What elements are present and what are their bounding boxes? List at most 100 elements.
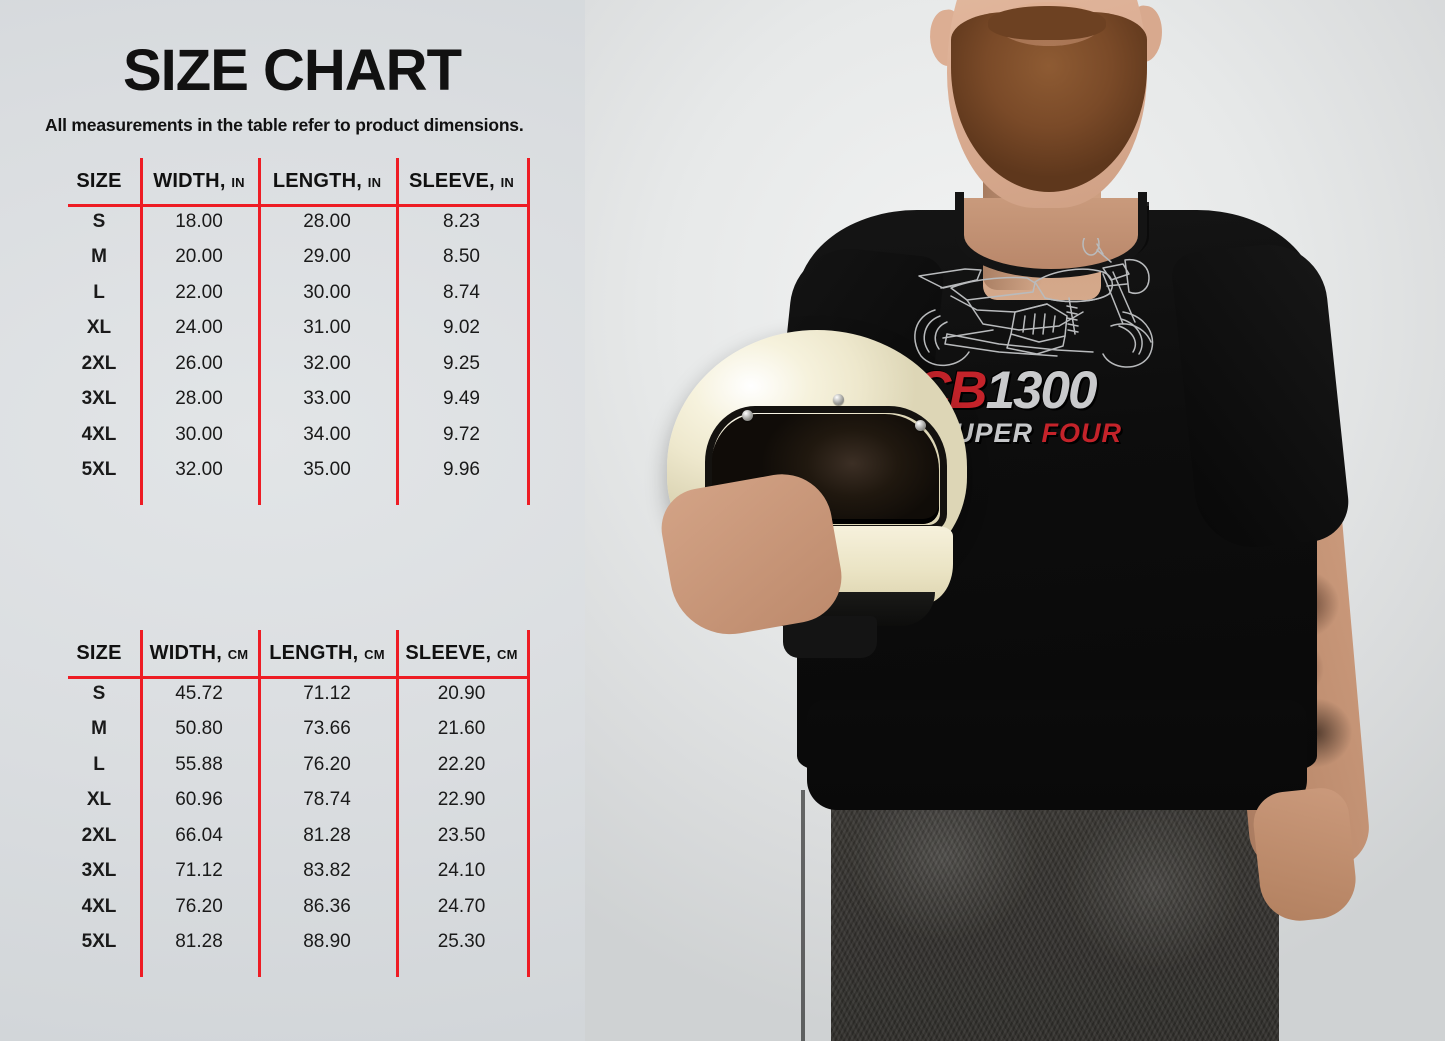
cell-size: L xyxy=(93,281,105,303)
header-rule xyxy=(68,204,528,207)
cell-sleeve: 8.23 xyxy=(443,210,480,232)
column-header-length-label: LENGTH xyxy=(272,169,357,192)
cell-sleeve: 8.50 xyxy=(443,246,480,268)
cell-sleeve: 22.90 xyxy=(437,789,486,811)
table-row: S 45.72 71.12 20.90 xyxy=(58,676,527,712)
cell-size: 2XL xyxy=(81,352,117,374)
column-header-sleeve: SLEEVE, IN xyxy=(396,158,527,204)
photo-content: CB1300 SUPER FOUR xyxy=(585,0,1445,1041)
column-header-length-unit: CM xyxy=(364,646,385,662)
helmet-rivet xyxy=(915,420,926,431)
unit-separator: , xyxy=(489,169,501,192)
cell-size: M xyxy=(91,246,107,268)
cell-sleeve: 25.30 xyxy=(437,931,486,953)
column-header-sleeve-label: SLEEVE xyxy=(408,169,490,192)
column-header-width-label: WIDTH xyxy=(149,641,217,664)
table-row: L 55.88 76.20 22.20 xyxy=(58,747,527,783)
cell-sleeve: 21.60 xyxy=(437,718,486,740)
cell-length: 83.82 xyxy=(303,860,351,882)
cell-size: 4XL xyxy=(81,895,117,917)
table-row: 3XL 71.12 83.82 24.10 xyxy=(58,854,527,890)
page-subtitle: All measurements in the table refer to p… xyxy=(45,115,524,135)
column-rule xyxy=(140,630,143,977)
cell-width: 50.80 xyxy=(175,718,223,740)
column-header-length: LENGTH, IN xyxy=(258,158,396,204)
column-header-size-label: SIZE xyxy=(76,169,122,192)
table-row: 4XL 30.00 34.00 9.72 xyxy=(58,417,527,453)
cell-size: 3XL xyxy=(81,860,117,882)
unit-separator: , xyxy=(352,641,365,664)
cell-width: 20.00 xyxy=(175,246,223,268)
cell-sleeve: 20.90 xyxy=(437,682,486,704)
cell-length: 88.90 xyxy=(303,931,351,953)
cell-width: 66.04 xyxy=(175,824,223,846)
column-header-width: WIDTH, IN xyxy=(140,158,258,204)
cell-size: 2XL xyxy=(81,824,117,846)
wordmark-four: FOUR xyxy=(1041,418,1123,448)
column-header-width-unit: IN xyxy=(231,174,245,190)
cell-length: 34.00 xyxy=(303,423,351,445)
model-mustache xyxy=(988,6,1106,40)
cell-length: 32.00 xyxy=(303,352,351,374)
column-header-length-unit: IN xyxy=(367,174,382,190)
size-table-centimeters: SIZE WIDTH, CM LENGTH, CM SLEEVE, CM S 45… xyxy=(58,630,530,985)
column-rule xyxy=(527,630,530,977)
tshirt-hem xyxy=(807,700,1307,810)
column-rule xyxy=(258,630,261,977)
table-header-row: SIZE WIDTH, CM LENGTH, CM SLEEVE, CM xyxy=(58,630,527,676)
cell-size: 4XL xyxy=(81,423,117,445)
unit-separator: , xyxy=(356,169,368,192)
product-photo: CB1300 SUPER FOUR xyxy=(585,0,1445,1041)
cell-size: M xyxy=(91,718,107,740)
column-rule xyxy=(140,158,143,505)
page-title: SIZE CHART xyxy=(123,38,462,103)
unit-separator: , xyxy=(216,641,228,664)
cell-length: 33.00 xyxy=(303,388,351,410)
cell-width: 22.00 xyxy=(175,281,223,303)
cell-width: 32.00 xyxy=(175,459,223,481)
table-row: 3XL 28.00 33.00 9.49 xyxy=(58,382,527,418)
cell-width: 71.12 xyxy=(175,860,223,882)
table-row: 2XL 26.00 32.00 9.25 xyxy=(58,346,527,382)
table-row: L 22.00 30.00 8.74 xyxy=(58,275,527,311)
cell-size: 3XL xyxy=(81,388,117,410)
cell-sleeve: 9.49 xyxy=(443,388,480,410)
column-rule xyxy=(396,630,399,977)
size-chart-panel: SIZE CHART All measurements in the table… xyxy=(0,0,600,1041)
column-header-sleeve-label: SLEEVE xyxy=(405,641,486,664)
cell-size: XL xyxy=(86,789,112,811)
column-header-sleeve-unit: CM xyxy=(497,646,518,662)
cell-length: 81.28 xyxy=(303,824,351,846)
wordmark-1300: 1300 xyxy=(985,361,1098,420)
cell-sleeve: 24.70 xyxy=(437,895,486,917)
table-row: M 20.00 29.00 8.50 xyxy=(58,240,527,276)
cell-sleeve: 9.72 xyxy=(443,423,480,445)
cell-width: 18.00 xyxy=(175,210,223,232)
column-header-width: WIDTH, CM xyxy=(140,630,258,676)
cell-length: 29.00 xyxy=(303,246,351,268)
cell-sleeve: 9.96 xyxy=(443,459,480,481)
model-right-hand xyxy=(1250,785,1360,925)
table-row: 2XL 66.04 81.28 23.50 xyxy=(58,818,527,854)
cell-length: 35.00 xyxy=(303,459,351,481)
cell-width: 30.00 xyxy=(175,423,223,445)
cell-sleeve: 22.20 xyxy=(437,753,486,775)
cell-sleeve: 24.10 xyxy=(437,860,486,882)
cell-width: 45.72 xyxy=(175,682,223,704)
table-row: 4XL 76.20 86.36 24.70 xyxy=(58,889,527,925)
unit-separator: , xyxy=(485,641,497,664)
cell-width: 55.88 xyxy=(175,753,223,775)
column-rule xyxy=(258,158,261,505)
helmet-rivet xyxy=(833,394,844,405)
header-rule xyxy=(68,676,528,679)
cell-sleeve: 23.50 xyxy=(437,824,486,846)
cell-length: 86.36 xyxy=(303,895,351,917)
column-header-length-label: LENGTH xyxy=(269,641,353,664)
cell-size: XL xyxy=(86,317,112,339)
column-header-sleeve: SLEEVE, CM xyxy=(396,630,527,676)
table-row: 5XL 32.00 35.00 9.96 xyxy=(58,453,527,489)
cell-sleeve: 9.02 xyxy=(443,317,480,339)
table-row: XL 24.00 31.00 9.02 xyxy=(58,311,527,347)
cell-size: L xyxy=(93,753,105,775)
cell-sleeve: 9.25 xyxy=(443,352,480,374)
